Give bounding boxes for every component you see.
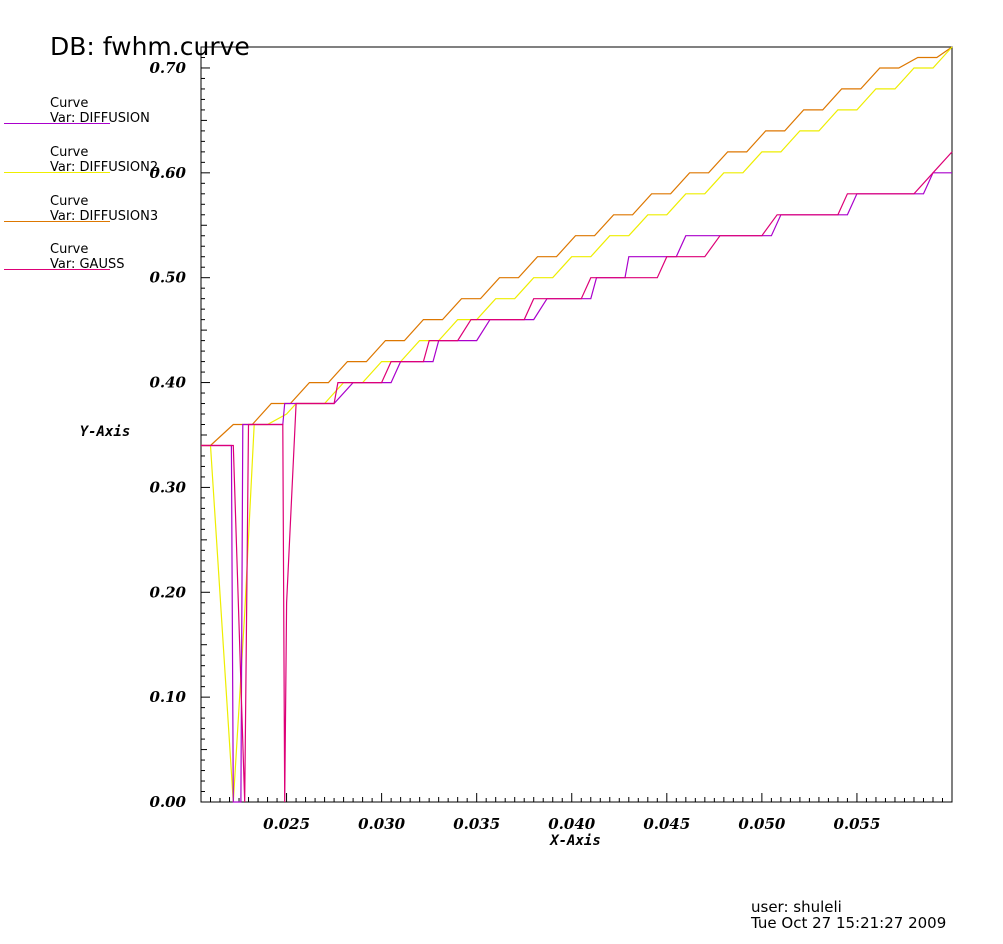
legend-swatch <box>4 172 110 173</box>
x-tick-label: 0.055 <box>833 815 880 833</box>
axis-ticks <box>200 46 953 803</box>
legend-curve-label: Curve <box>50 96 89 111</box>
series-line-gauss <box>201 151 953 803</box>
series-line-diffusion2 <box>201 46 953 803</box>
legend-item-gauss: Curve Var: GAUSS <box>4 243 204 283</box>
plot-frame <box>200 46 953 803</box>
y-axis-title: Y-Axis <box>80 424 131 440</box>
legend-swatch <box>4 221 110 222</box>
legend-curve-label: Curve <box>50 242 89 257</box>
series-lines <box>201 46 953 803</box>
legend-curve-label: Curve <box>50 145 89 160</box>
y-tick-label: 0.50 <box>149 269 186 287</box>
y-tick-label: 0.20 <box>149 583 186 601</box>
x-axis-title: X-Axis <box>549 833 601 849</box>
y-tick-label: 0.40 <box>149 374 186 392</box>
legend-item-diffusion3: Curve Var: DIFFUSION3 <box>4 195 204 235</box>
y-tick-label: 0.00 <box>149 793 186 811</box>
series-line-diffusion3 <box>201 46 953 447</box>
legend-var-label: Var: DIFFUSION2 <box>50 160 159 175</box>
y-tick-label: 0.30 <box>149 478 186 496</box>
legend-var-label: Var: DIFFUSION3 <box>50 209 159 224</box>
x-tick-label: 0.035 <box>453 815 500 833</box>
x-tick-label: 0.050 <box>738 815 786 833</box>
y-tick-label: 0.10 <box>149 688 186 706</box>
legend-swatch <box>4 123 110 124</box>
timestamp-label: Tue Oct 27 15:21:27 2009 <box>751 914 947 932</box>
x-tick-label: 0.045 <box>643 815 690 833</box>
legend-var-label: Var: DIFFUSION <box>50 111 150 126</box>
legend-var-label: Var: GAUSS <box>50 257 125 272</box>
user-label: user: shuleli <box>751 898 842 916</box>
legend-item-diffusion: Curve Var: DIFFUSION <box>4 97 204 137</box>
y-tick-label: 0.70 <box>149 59 186 77</box>
legend-swatch <box>4 269 110 270</box>
series-line-diffusion <box>201 172 952 803</box>
tick-labels: 0.00 0.10 0.20 0.30 0.40 0.50 0.60 0.70 0.025 0.0… <box>149 59 880 833</box>
legend-item-diffusion2: Curve Var: DIFFUSION2 <box>4 146 204 186</box>
x-tick-label: 0.025 <box>263 815 310 833</box>
y-tick-label: 0.60 <box>149 164 186 182</box>
legend-curve-label: Curve <box>50 194 89 209</box>
x-tick-label: 0.030 <box>358 815 406 833</box>
x-tick-label: 0.040 <box>548 815 596 833</box>
footer-info: user: shuleli Tue Oct 27 15:21:27 2009 <box>751 899 946 931</box>
